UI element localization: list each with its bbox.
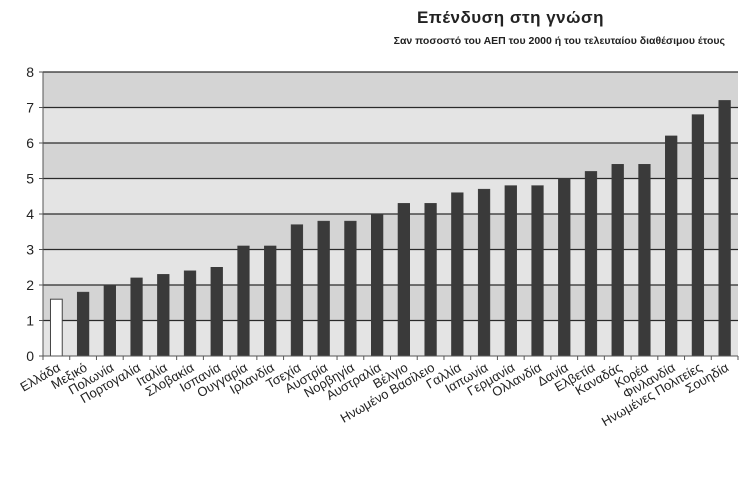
y-tick-label: 7: [26, 100, 34, 116]
y-tick-label: 1: [26, 313, 34, 329]
plot-band: [43, 285, 738, 321]
bar-10: [290, 224, 304, 357]
bar-21: [584, 171, 598, 357]
bar-13: [371, 213, 384, 357]
plot-band: [43, 143, 738, 179]
bar-19: [531, 185, 544, 357]
plot-band: [43, 72, 738, 108]
bar-12: [344, 220, 357, 357]
bar-5: [157, 274, 170, 357]
y-tick-label: 5: [26, 171, 34, 187]
plot-band: [43, 320, 738, 356]
bar-25: [691, 114, 705, 357]
axes: [39, 71, 739, 360]
plot-band: [43, 249, 738, 285]
bar-2: [76, 291, 90, 357]
bar-6: [183, 270, 197, 357]
bars: [49, 100, 731, 357]
bar-1: [49, 298, 63, 357]
plot-band: [43, 107, 738, 143]
bar-7: [210, 267, 223, 357]
bar-3: [103, 284, 116, 357]
x-tick-labels: ΕλλάδαΜεξικόΠολωνίαΠορτογαλίαΙταλίαΣλοβα…: [17, 359, 731, 429]
y-tick-label: 2: [26, 277, 34, 293]
y-tick-label: 6: [26, 135, 34, 151]
plot-band: [43, 214, 738, 250]
y-tick-label: 0: [26, 348, 34, 364]
y-tick-label: 8: [26, 64, 34, 80]
bar-16: [451, 192, 464, 357]
bar-23: [638, 164, 651, 357]
bar-26: [718, 100, 731, 357]
chart-title: Επένδυση στη γνώση: [416, 8, 604, 27]
y-tick-labels: 0 1 2 3 4 5 6 7 8: [26, 64, 34, 364]
bar-11: [317, 220, 330, 357]
bar-4: [130, 277, 143, 357]
bar-8: [237, 245, 250, 357]
y-tick-label: 3: [26, 242, 34, 258]
bar-14: [397, 203, 410, 357]
plot-band: [43, 178, 738, 214]
bar-20: [558, 178, 571, 357]
bar-9: [264, 245, 277, 357]
bar-18: [504, 185, 517, 357]
chart-subtitle: Σαν ποσοστό του ΑΕΠ του 2000 ή του τελευ…: [393, 35, 725, 47]
y-tick-label: 4: [26, 206, 34, 222]
bar-24: [665, 135, 678, 357]
bar-22: [611, 164, 624, 357]
bar-15: [424, 203, 437, 357]
bar-17: [477, 188, 491, 357]
